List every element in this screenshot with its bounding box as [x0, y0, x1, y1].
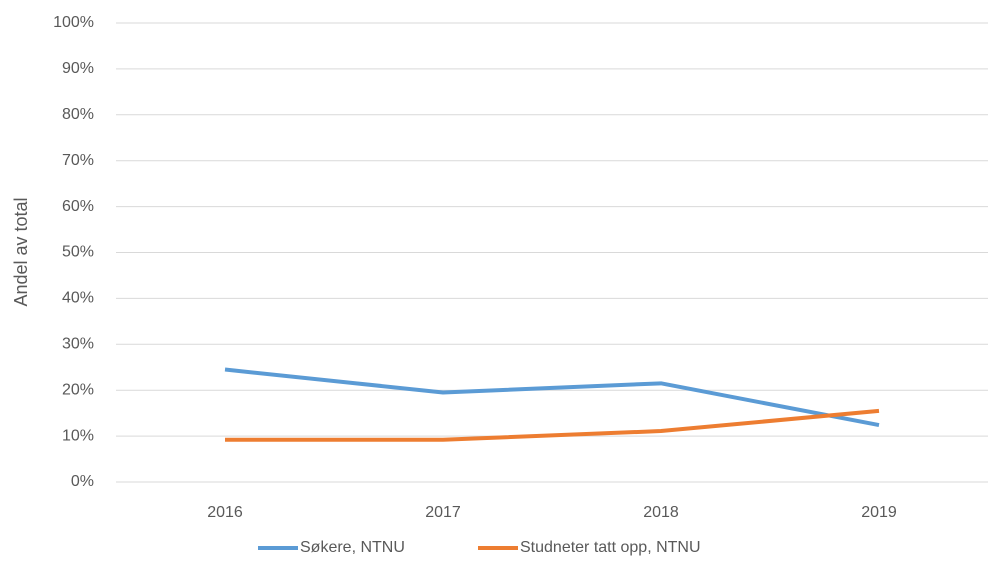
y-tick-label: 40%	[62, 290, 94, 307]
legend-label: Søkere, NTNU	[300, 539, 405, 556]
x-tick-label: 2019	[861, 504, 897, 521]
x-tick-label: 2017	[425, 504, 461, 521]
y-tick-label: 90%	[62, 60, 94, 77]
y-tick-label: 50%	[62, 244, 94, 261]
y-tick-label: 80%	[62, 106, 94, 123]
y-tick-label: 100%	[53, 14, 94, 31]
data-line	[225, 408, 880, 442]
legend-label: Studneter tatt opp, NTNU	[520, 539, 701, 556]
x-tick-label: 2016	[207, 504, 243, 521]
y-tick-label: 70%	[62, 152, 94, 169]
x-tick-label: 2018	[643, 504, 679, 521]
y-tick-label: 10%	[62, 427, 94, 444]
y-tick-label: 0%	[71, 473, 94, 490]
data-line	[224, 367, 880, 428]
y-tick-label: 20%	[62, 381, 94, 398]
y-axis-label: Andel av total	[11, 197, 31, 306]
y-tick-label: 60%	[62, 198, 94, 215]
y-tick-label: 30%	[62, 336, 94, 353]
